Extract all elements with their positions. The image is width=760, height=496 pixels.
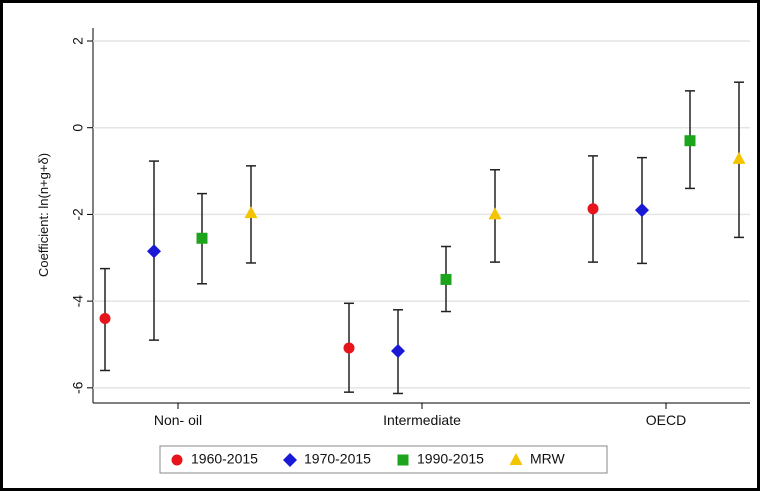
- point: [244, 206, 258, 219]
- y-tick-label: -4: [70, 295, 86, 308]
- y-tick-label: 2: [70, 37, 86, 45]
- point: [684, 135, 696, 147]
- legend-box: [159, 445, 608, 474]
- y-tick-label: 0: [70, 124, 86, 132]
- point: [440, 273, 452, 285]
- point: [343, 342, 355, 354]
- point: [99, 312, 111, 324]
- legend-marker: [509, 453, 523, 465]
- legend-marker: [171, 454, 183, 466]
- marks: [99, 81, 746, 395]
- legend: 1960-2015 1970-2015 1990-2015 MRW: [171, 451, 566, 467]
- point: [587, 203, 599, 215]
- y-tick-label: -6: [70, 381, 86, 394]
- y-axis-title: Coefficient: ln(n+g+δ): [36, 153, 51, 277]
- legend-label: 1990-2015: [417, 451, 484, 467]
- x-tick-label: Intermediate: [383, 412, 461, 428]
- legend-label: MRW: [530, 451, 566, 467]
- legend-marker: [397, 454, 409, 466]
- legend-label: 1970-2015: [304, 451, 371, 467]
- point: [635, 203, 649, 218]
- legend-marker: [283, 453, 297, 467]
- plot-area: [93, 28, 750, 403]
- point: [196, 232, 208, 244]
- x-tick-label: Non- oil: [154, 412, 202, 428]
- x-tick-label: OECD: [646, 412, 686, 428]
- point: [732, 151, 746, 164]
- point: [147, 244, 161, 259]
- legend-label: 1960-2015: [191, 451, 258, 467]
- point: [488, 207, 502, 220]
- y-tick-label: -2: [70, 208, 86, 221]
- point: [391, 343, 405, 358]
